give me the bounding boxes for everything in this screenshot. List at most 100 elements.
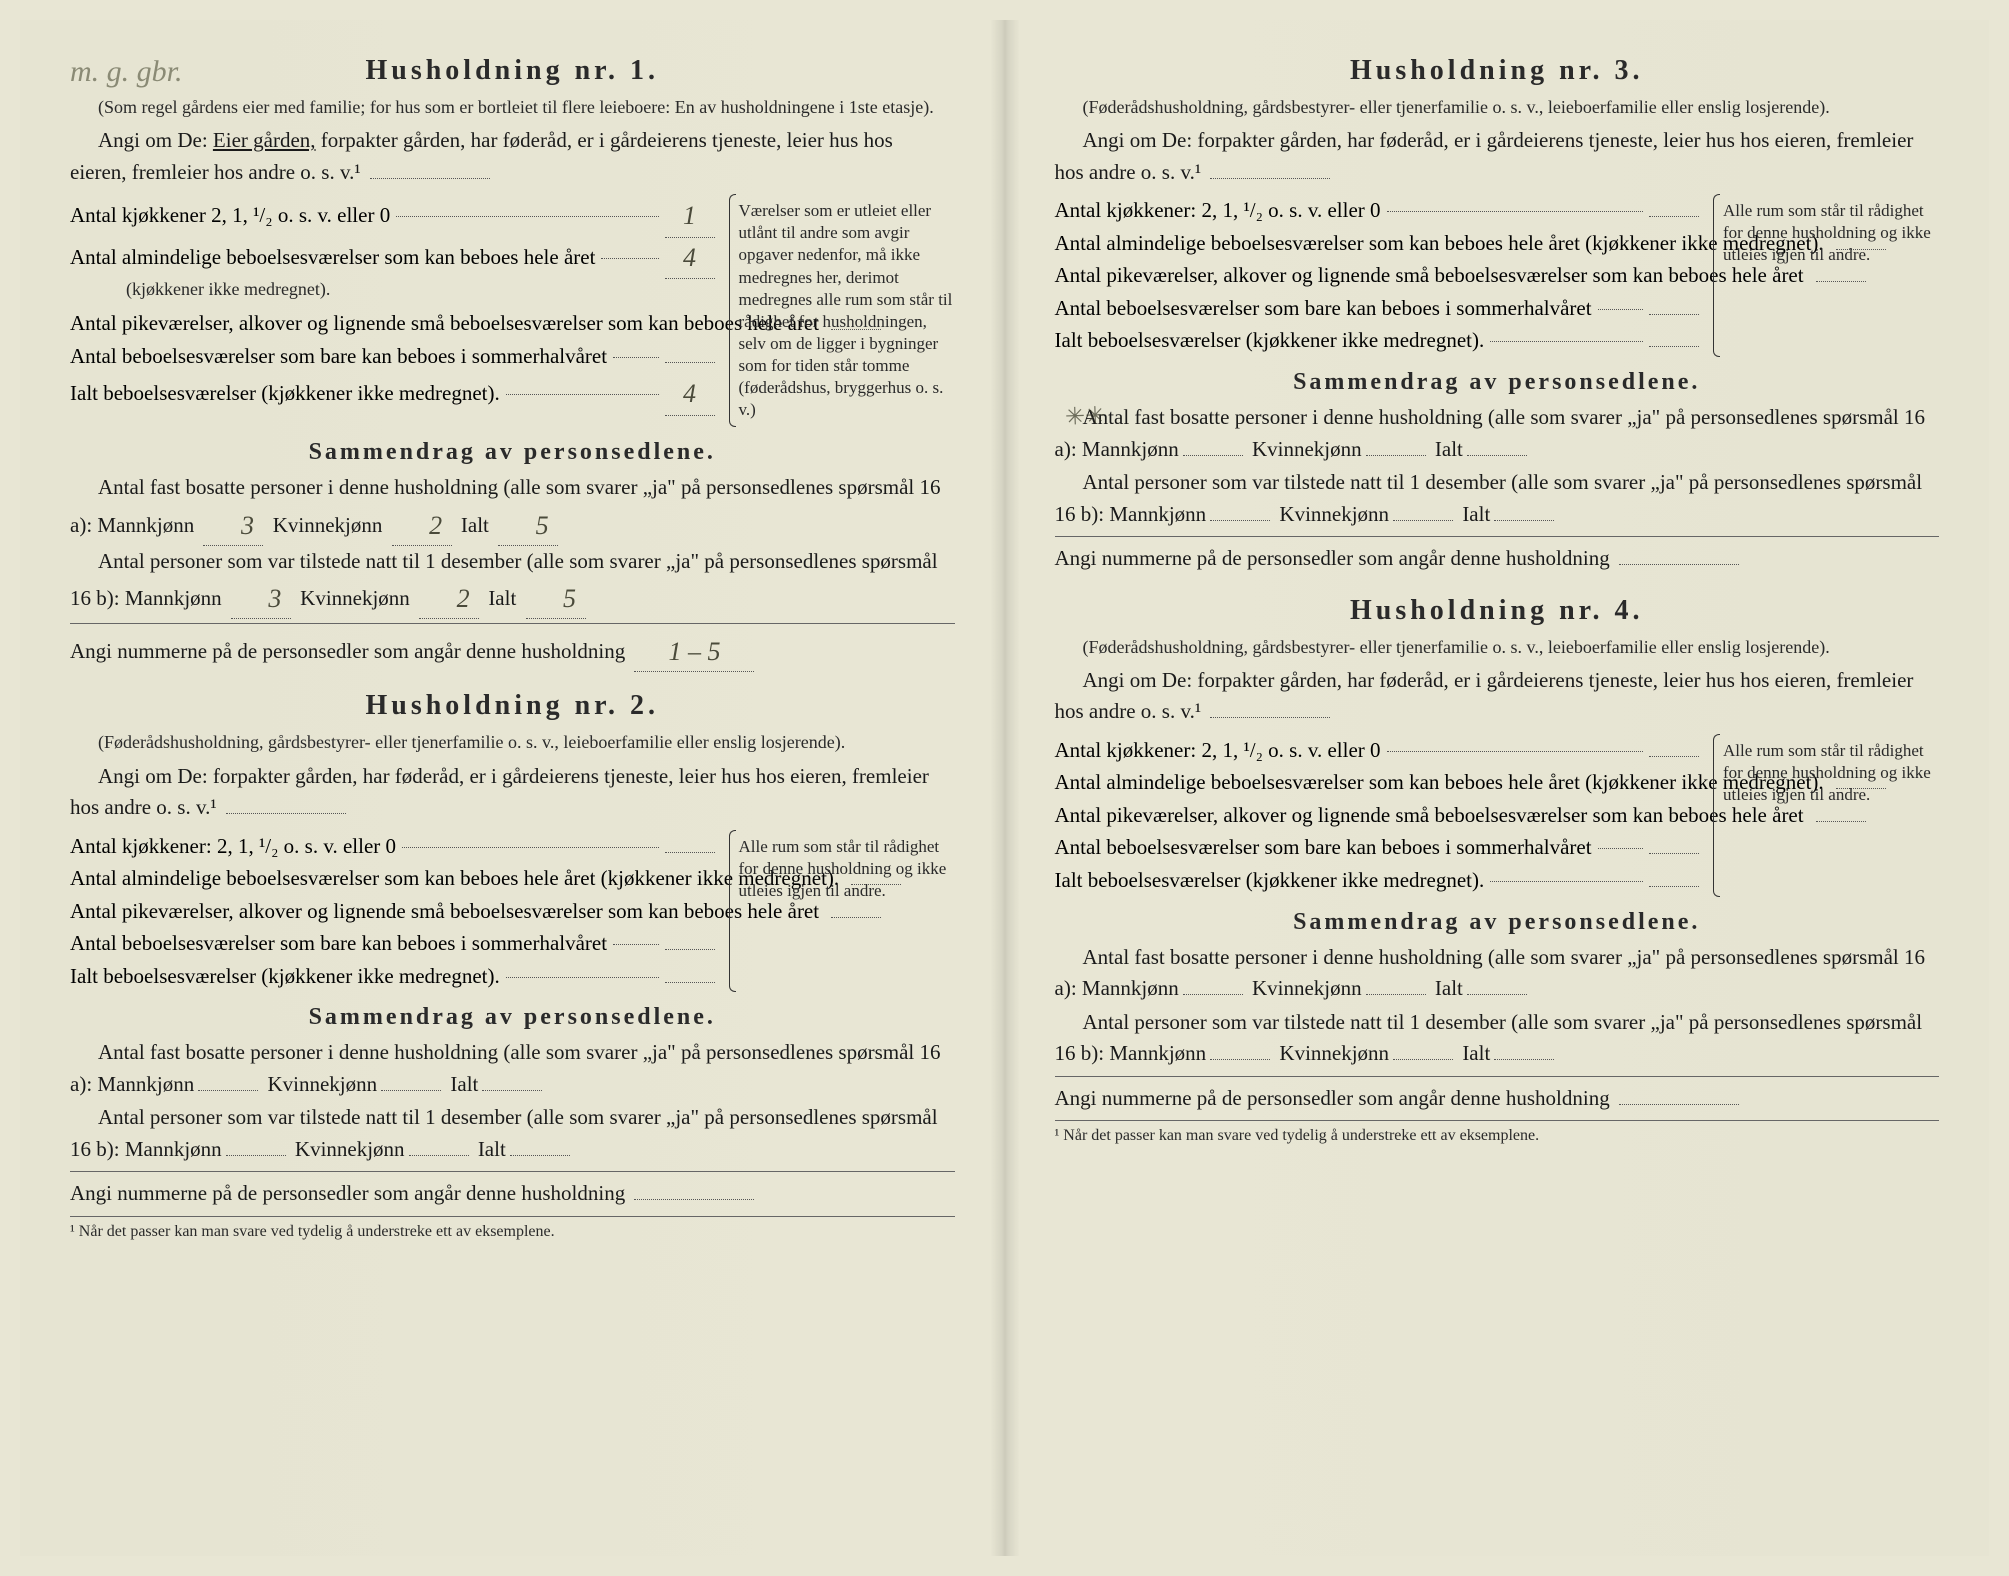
q16a-line: Antal fast bosatte personer i denne hush… xyxy=(1055,942,1940,1005)
a-mann: 3 xyxy=(203,506,263,546)
room-sub: (kjøkkener ikke medregnet). xyxy=(70,277,715,301)
side-note-text: Alle rum som står til rådighet for denne… xyxy=(1723,741,1931,804)
household-3-note: (Føderådshusholdning, gårdsbestyrer- ell… xyxy=(1055,95,1940,119)
room-row: Antal beboelsesværelser som bare kan beb… xyxy=(1055,292,1700,325)
mann-label: Mannkjønn xyxy=(1109,1041,1206,1065)
nummer-blank xyxy=(1619,564,1739,565)
q16a-text: Antal fast bosatte personer i denne hush… xyxy=(1055,945,1926,1001)
household-3-angi: Angi om De: forpakter gården, har føderå… xyxy=(1055,125,1940,188)
kitchens-row: Antal kjøkkener: 2, 1, ¹/₂ o. s. v. elle… xyxy=(1055,194,1700,227)
kitchens-val xyxy=(1649,216,1699,217)
household-1-title: Husholdning nr. 1. xyxy=(70,55,955,87)
household-3: Husholdning nr. 3. (Føderådshusholdning,… xyxy=(1055,55,1940,575)
nummer-label: Angi nummerne på de personsedler som ang… xyxy=(1055,1086,1610,1110)
ialt-label: Ialt xyxy=(488,586,516,610)
ialt-label: Ialt xyxy=(450,1072,478,1096)
kitchens-label: Antal kjøkkener 2, 1, ¹/₂ o. s. v. eller… xyxy=(70,199,390,232)
dots xyxy=(613,357,658,358)
left-page: m. g. gbr. Husholdning nr. 1. (Som regel… xyxy=(20,20,1005,1556)
nummer-label: Angi nummerne på de personsedler som ang… xyxy=(70,639,625,663)
room-label: Antal pikeværelser, alkover og lignende … xyxy=(1055,259,1804,292)
total-val xyxy=(665,982,715,983)
room-row: Antal almindelige beboelsesværelser som … xyxy=(1055,766,1700,799)
divider xyxy=(1055,1076,1940,1077)
total-val: 4 xyxy=(665,374,715,415)
room-row: Antal pikeværelser, alkover og lignende … xyxy=(70,895,715,928)
room-row: Antal beboelsesværelser som bare kan beb… xyxy=(70,927,715,960)
household-1-rooms-block: Antal kjøkkener 2, 1, ¹/₂ o. s. v. eller… xyxy=(70,194,955,427)
ialt-label: Ialt xyxy=(461,513,489,537)
total-label: Ialt beboelsesværelser (kjøkkener ikke m… xyxy=(1055,864,1485,897)
blank xyxy=(1210,1059,1270,1060)
blank xyxy=(1467,994,1527,995)
blank xyxy=(1494,520,1554,521)
rooms-left: Antal kjøkkener: 2, 1, ¹/₂ o. s. v. elle… xyxy=(1055,734,1700,897)
q16b-line: Antal personer som var tilstede natt til… xyxy=(1055,467,1940,530)
angi-underlined: Eier gården, xyxy=(213,128,316,152)
right-page: Husholdning nr. 3. (Føderådshusholdning,… xyxy=(1005,20,1990,1556)
household-4-note: (Føderådshusholdning, gårdsbestyrer- ell… xyxy=(1055,635,1940,659)
household-4-angi: Angi om De: forpakter gården, har føderå… xyxy=(1055,665,1940,728)
q16b-line: Antal personer som var tilstede natt til… xyxy=(1055,1007,1940,1070)
kvinne-label: Kvinnekjønn xyxy=(273,513,383,537)
a-ialt: 5 xyxy=(498,506,558,546)
total-label: Ialt beboelsesværelser (kjøkkener ikke m… xyxy=(1055,324,1485,357)
footnote-left: ¹ Når det passer kan man svare ved tydel… xyxy=(70,1223,955,1241)
b-mann: 3 xyxy=(231,579,291,619)
blank xyxy=(1366,994,1426,995)
room-val xyxy=(1649,853,1699,854)
side-note-2: Alle rum som står til rådighet for denne… xyxy=(725,830,955,993)
side-note-4: Alle rum som står til rådighet for denne… xyxy=(1709,734,1939,897)
angi-prefix: Angi om De: xyxy=(1083,668,1193,692)
q16a-text: Antal fast bosatte personer i denne hush… xyxy=(70,1040,941,1096)
a-kvinne: 2 xyxy=(392,506,452,546)
nummer-line: Angi nummerne på de personsedler som ang… xyxy=(70,1178,955,1210)
q16b-line: Antal personer som var tilstede natt til… xyxy=(70,546,955,618)
household-2-angi: Angi om De: forpakter gården, har føderå… xyxy=(70,761,955,824)
kvinne-label: Kvinnekjønn xyxy=(267,1072,377,1096)
q16a-line: Antal fast bosatte personer i denne hush… xyxy=(1055,402,1940,465)
room-val xyxy=(1649,314,1699,315)
room-row-1: Antal almindelige beboelsesværelser som … xyxy=(70,236,715,277)
blank xyxy=(1183,455,1243,456)
side-note-1: Værelser som er utleiet eller utlånt til… xyxy=(725,194,955,427)
kvinne-label: Kvinnekjønn xyxy=(1252,976,1362,1000)
nummer-line: Angi nummerne på de personsedler som ang… xyxy=(70,630,955,670)
room-label: Antal pikeværelser, alkover og lignende … xyxy=(70,307,819,340)
total-row: Ialt beboelsesværelser (kjøkkener ikke m… xyxy=(1055,324,1700,357)
summary-title-2: Sammendrag av personsedlene. xyxy=(70,1004,955,1031)
dots xyxy=(1387,751,1643,752)
side-note-text: Værelser som er utleiet eller utlånt til… xyxy=(739,201,953,419)
room-label: Antal pikeværelser, alkover og lignende … xyxy=(1055,799,1804,832)
angi-blank xyxy=(1210,717,1330,718)
kvinne-label: Kvinnekjønn xyxy=(1252,437,1362,461)
kvinne-label: Kvinnekjønn xyxy=(1279,1041,1389,1065)
room-row: Antal beboelsesværelser som bare kan beb… xyxy=(1055,831,1700,864)
blank xyxy=(226,1155,286,1156)
dots xyxy=(1490,881,1643,882)
total-label: Ialt beboelsesværelser (kjøkkener ikke m… xyxy=(70,377,500,410)
room-val xyxy=(665,949,715,950)
mann-label: Mannkjønn xyxy=(125,586,222,610)
household-3-rooms-block: Antal kjøkkener: 2, 1, ¹/₂ o. s. v. elle… xyxy=(1055,194,1940,357)
angi-prefix: Angi om De: xyxy=(1083,128,1193,152)
household-4: Husholdning nr. 4. (Føderådshusholdning,… xyxy=(1055,595,1940,1146)
ialt-label: Ialt xyxy=(478,1137,506,1161)
room-row-2: Antal pikeværelser, alkover og lignende … xyxy=(70,307,715,340)
nummer-line: Angi nummerne på de personsedler som ang… xyxy=(1055,1083,1940,1115)
room-row: Antal almindelige beboelsesværelser som … xyxy=(70,862,715,895)
summary-title-1: Sammendrag av personsedlene. xyxy=(70,439,955,466)
household-1: Husholdning nr. 1. (Som regel gårdens ei… xyxy=(70,55,955,670)
total-val xyxy=(1649,886,1699,887)
mann-label: Mannkjønn xyxy=(1082,437,1179,461)
kitchens-label: Antal kjøkkener: 2, 1, ¹/₂ o. s. v. elle… xyxy=(1055,194,1381,227)
household-2-rooms-block: Antal kjøkkener: 2, 1, ¹/₂ o. s. v. elle… xyxy=(70,830,955,993)
dots xyxy=(1598,309,1643,310)
household-1-angi: Angi om De: Eier gården, forpakter gårde… xyxy=(70,125,955,188)
household-1-note: (Som regel gårdens eier med familie; for… xyxy=(70,95,955,119)
blank xyxy=(510,1155,570,1156)
side-note-text: Alle rum som står til rådighet for denne… xyxy=(739,837,947,900)
kitchens-row: Antal kjøkkener 2, 1, ¹/₂ o. s. v. eller… xyxy=(70,194,715,235)
blank xyxy=(1467,455,1527,456)
total-label: Ialt beboelsesværelser (kjøkkener ikke m… xyxy=(70,960,500,993)
